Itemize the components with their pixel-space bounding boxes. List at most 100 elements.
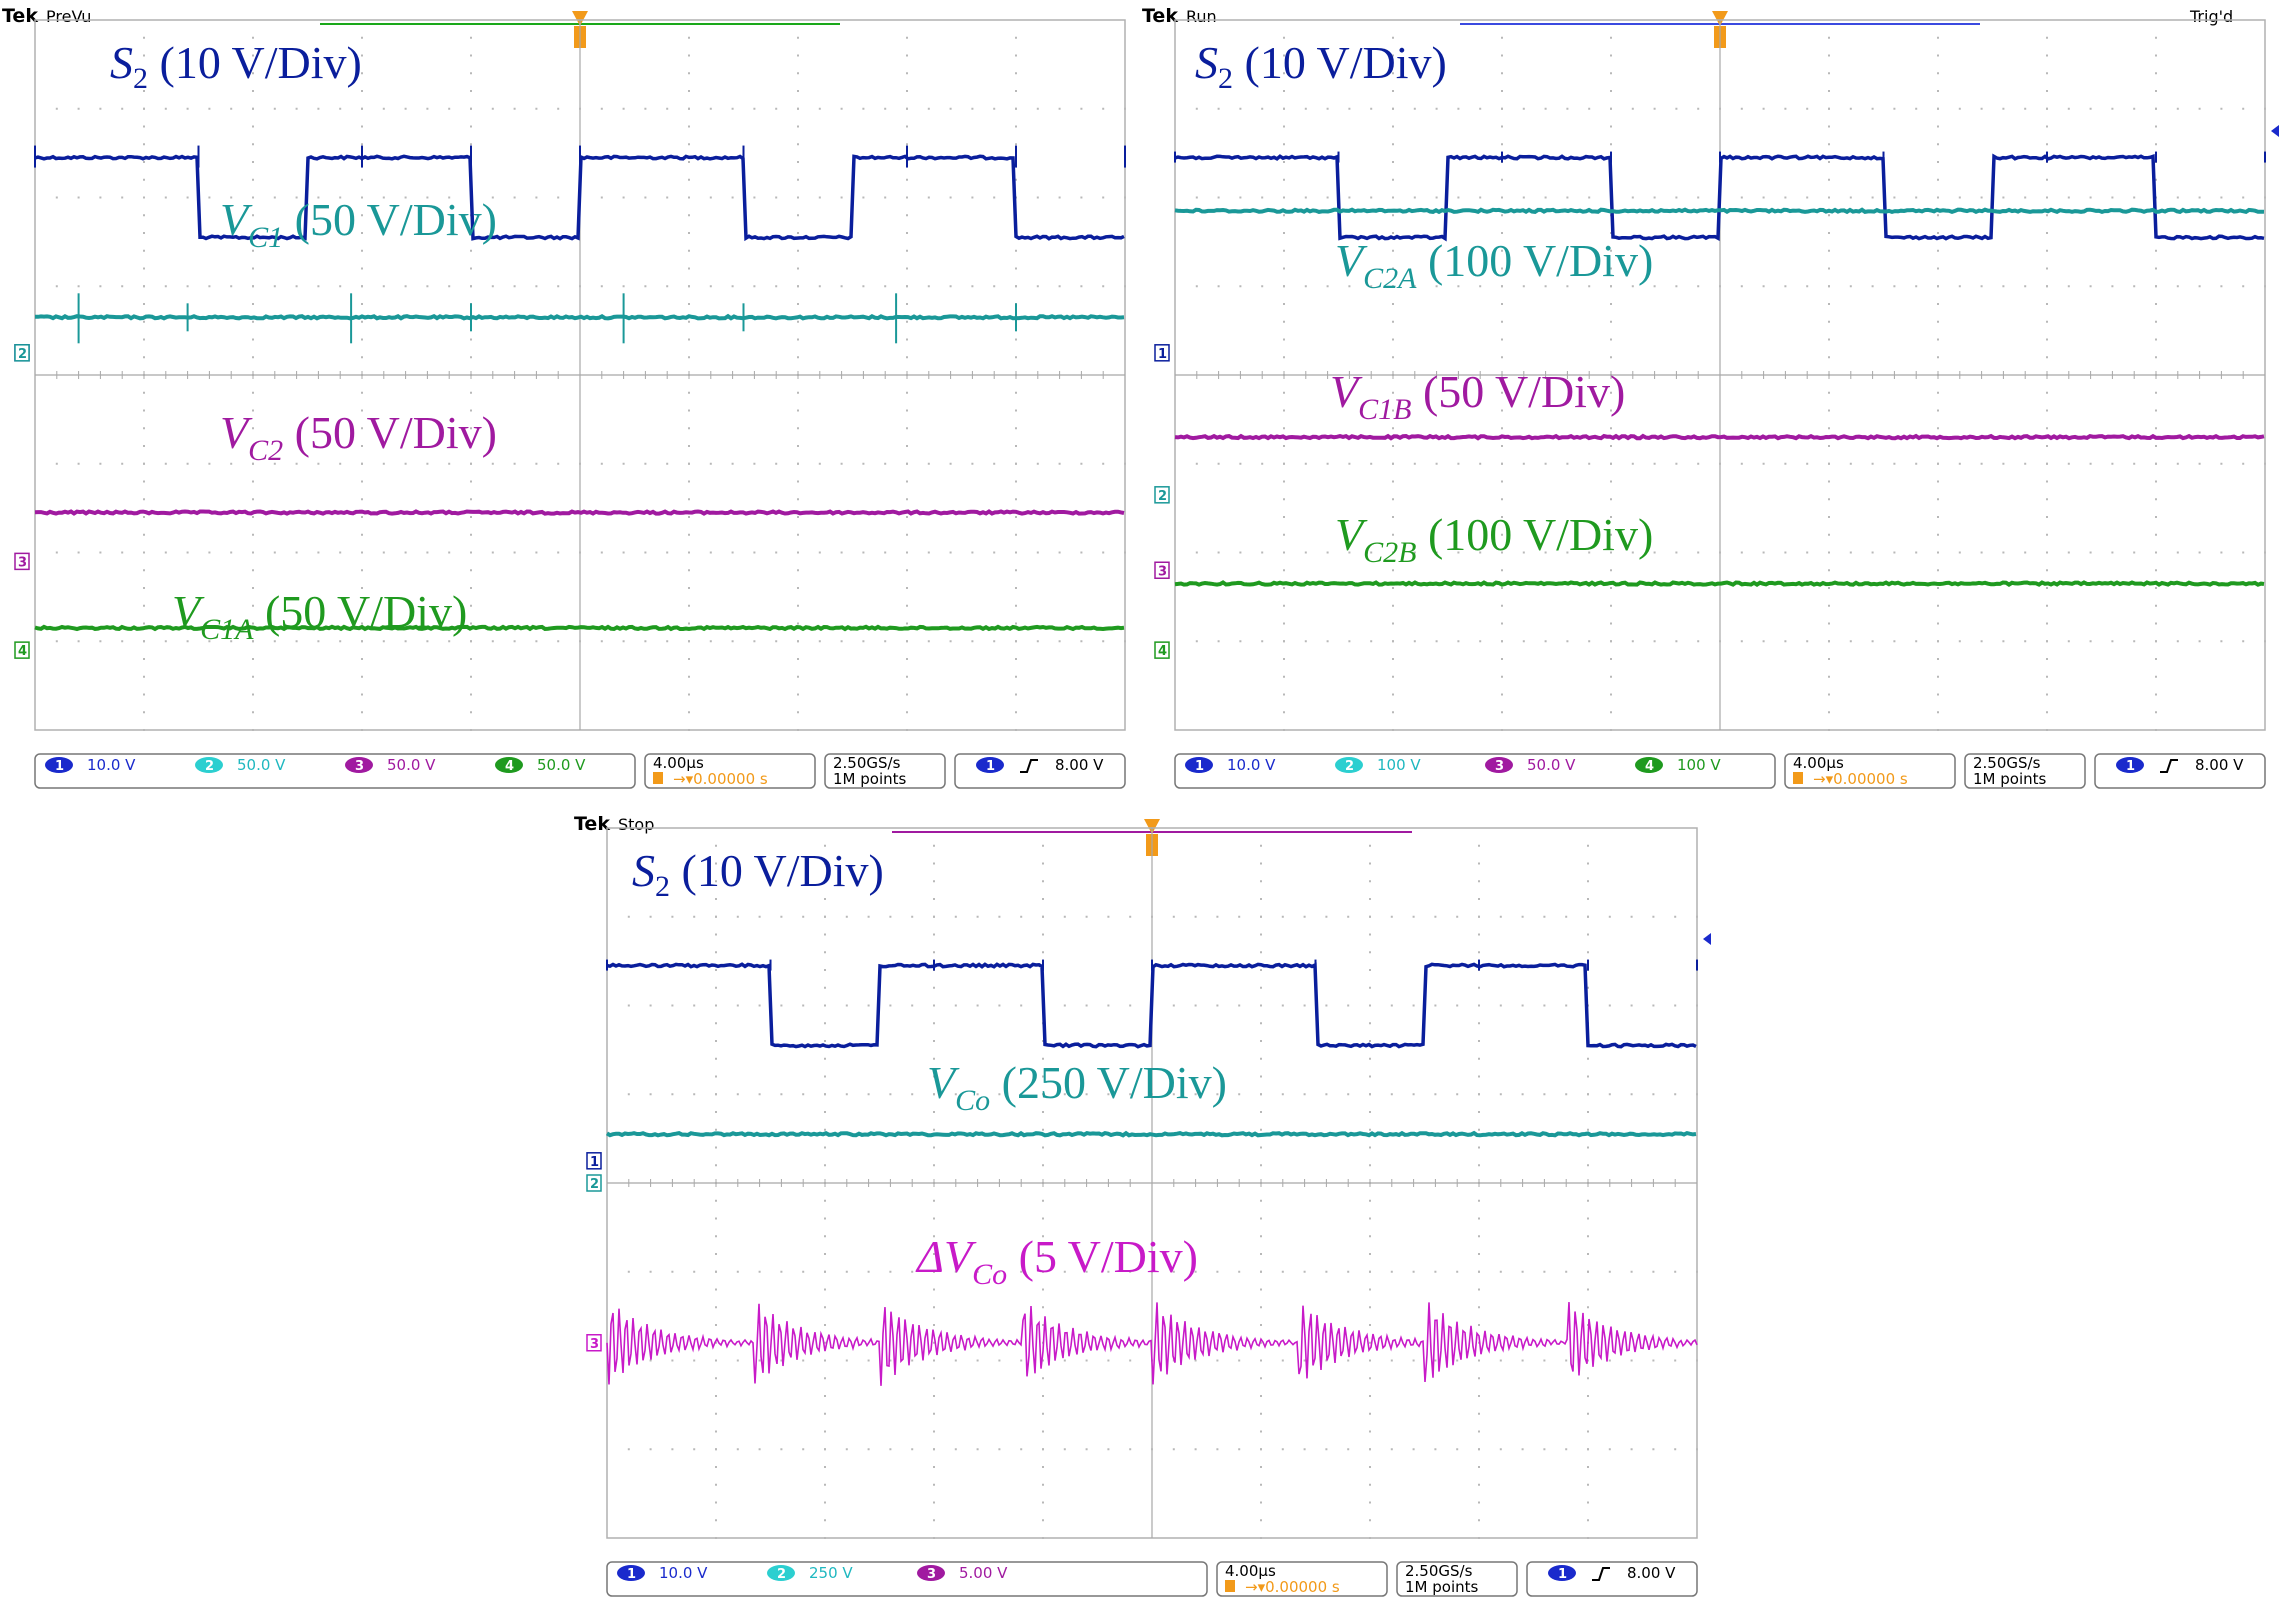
- grid-dot: [1719, 640, 1721, 643]
- grid-dot: [1565, 1448, 1568, 1451]
- grid-dot: [1260, 1501, 1262, 1504]
- grid-dot: [2067, 285, 2070, 288]
- grid-dot: [1239, 285, 1242, 288]
- grid-dot: [143, 462, 145, 465]
- grid-dot: [143, 178, 145, 181]
- grid-dot: [2111, 107, 2114, 110]
- grid-dot: [1392, 36, 1394, 39]
- grid-dot: [2067, 640, 2070, 643]
- grid-dot: [1238, 1093, 1241, 1096]
- grid-dot: [1304, 551, 1307, 554]
- grid-dot: [1369, 1324, 1371, 1326]
- grid-dot: [121, 640, 124, 643]
- grid-dot: [1260, 1128, 1262, 1131]
- grid-dot: [797, 622, 799, 625]
- grid-dot: [317, 196, 320, 199]
- label-sub: C1A: [200, 613, 254, 646]
- grid-dot: [1283, 107, 1285, 110]
- grid-dot: [1478, 1377, 1480, 1380]
- grid-dot: [715, 862, 717, 865]
- grid-dot: [906, 675, 908, 678]
- footer-ch-num: 1: [627, 1567, 636, 1582]
- grid-dot: [2155, 533, 2157, 536]
- grid-dot: [1456, 1004, 1459, 1007]
- grid-dot: [1412, 1270, 1415, 1273]
- footer-sample-box: [1396, 1561, 1518, 1597]
- grid-dot: [535, 196, 538, 199]
- grid-dot: [448, 196, 451, 199]
- grid-dot: [1565, 1093, 1568, 1096]
- grid-dot: [1587, 1057, 1589, 1060]
- grid-dot: [1434, 1448, 1437, 1451]
- grid-dot: [1325, 1093, 1328, 1096]
- grid-dot: [1937, 622, 1939, 625]
- grid-dot: [1392, 285, 1394, 288]
- grid-dot: [906, 569, 908, 572]
- grid-dot: [797, 498, 799, 501]
- grid-dot: [252, 462, 254, 465]
- grid-dot: [2155, 569, 2157, 572]
- grid-dot: [1937, 480, 1939, 483]
- grid-dot: [1675, 196, 1678, 199]
- grid-dot: [1260, 1057, 1262, 1060]
- grid-dot: [1281, 1004, 1284, 1007]
- grid-dot: [143, 409, 145, 412]
- grid-dot: [1828, 72, 1830, 75]
- grid-dot: [143, 445, 145, 447]
- grid-dot: [775, 285, 778, 288]
- grid-dot: [2133, 462, 2136, 465]
- grid-dot: [906, 462, 908, 465]
- grid-dot: [1063, 1270, 1066, 1273]
- grid-dot: [426, 551, 429, 554]
- grid-dot: [252, 658, 254, 660]
- trace-ch1: [1174, 153, 2265, 242]
- grid-dot: [1151, 915, 1153, 918]
- graticule-dots: [627, 844, 1698, 1539]
- trace-label-ch2: VCo (250 V/Div): [927, 1057, 1227, 1117]
- grid-dot: [1107, 1004, 1110, 1007]
- trace-label-ch4: VC2B (100 V/Div): [1335, 509, 1653, 569]
- grid-dot: [1610, 427, 1612, 430]
- grid-dot: [1937, 161, 1939, 163]
- grid-dot: [1674, 1448, 1677, 1451]
- grid-dot: [2242, 462, 2245, 465]
- grid-dot: [186, 640, 189, 643]
- grid-dot: [2002, 196, 2005, 199]
- grid-dot: [1194, 915, 1197, 918]
- grid-dot: [1501, 107, 1503, 110]
- grid-dot: [339, 285, 342, 288]
- grid-dot: [1784, 285, 1787, 288]
- grid-dot: [1478, 1430, 1480, 1433]
- footer-trig-badge: [2116, 757, 2144, 773]
- grid-dot: [1652, 1093, 1655, 1096]
- grid-dot: [1499, 1270, 1502, 1273]
- grid-dot: [2220, 196, 2223, 199]
- grid-dot: [164, 285, 167, 288]
- label-main: V: [220, 407, 253, 458]
- label-main: V: [1330, 366, 1363, 417]
- grid-dot: [2264, 551, 2266, 554]
- grid-dot: [1303, 1004, 1306, 1007]
- footer-ch-value: 250 V: [809, 1564, 853, 1582]
- grid-dot: [818, 551, 821, 554]
- grid-dot: [1479, 462, 1482, 465]
- grid-dot: [77, 640, 80, 643]
- grid-dot: [55, 196, 58, 199]
- grid-dot: [971, 107, 974, 110]
- grid-dot: [1260, 1395, 1262, 1397]
- grid-dot: [933, 862, 935, 865]
- grid-dot: [906, 729, 908, 731]
- grid-dot: [862, 462, 865, 465]
- grid-dot: [688, 480, 690, 483]
- grid-dot: [1937, 391, 1939, 394]
- grid-dot: [252, 249, 254, 252]
- grid-dot: [1369, 986, 1371, 989]
- grid-dot: [1015, 658, 1017, 660]
- grid-dot: [1102, 107, 1105, 110]
- grid-dot: [644, 640, 647, 643]
- grid-dot: [470, 338, 472, 341]
- grid-dot: [1042, 1075, 1044, 1078]
- grid-dot: [2046, 587, 2048, 589]
- grid-dot: [1522, 640, 1525, 643]
- grid-dot: [1392, 391, 1394, 394]
